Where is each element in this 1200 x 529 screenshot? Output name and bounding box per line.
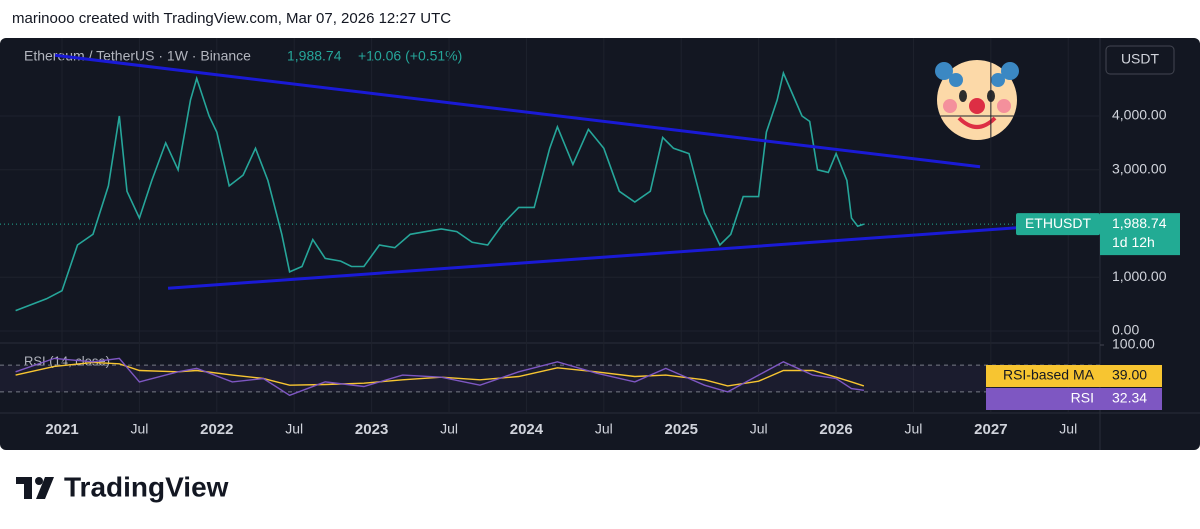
trendline: [54, 53, 981, 169]
x-tick-label: Jul: [440, 421, 458, 437]
currency-box[interactable]: [1105, 45, 1175, 75]
header: marinooo created with TradingView.com, M…: [12, 10, 451, 27]
x-tick-label: 2026: [819, 421, 852, 438]
y-tick-label: 3,000.00: [1112, 160, 1167, 176]
x-tick-label: 2023: [355, 421, 388, 438]
last-price-box: [1016, 213, 1100, 236]
x-tick-label: 2027: [974, 421, 1007, 438]
legend-value-box: [1100, 365, 1162, 387]
x-tick-label: Jul: [750, 421, 768, 437]
y-tick-label: 4,000.00: [1112, 107, 1167, 123]
x-tick-label: Jul: [285, 421, 303, 437]
legend-value-box: [1100, 388, 1162, 410]
currency: USDT: [1121, 51, 1160, 67]
legend-name-box: [986, 365, 1100, 387]
legend-name: RSI-based MA: [1003, 367, 1095, 383]
chart-panel: [0, 38, 1200, 450]
x-tick-label: Jul: [130, 421, 148, 437]
y-tick-label: 0.00: [1112, 322, 1139, 338]
legend-name: RSI: [1071, 390, 1094, 406]
last-price-axis-box: [1100, 213, 1180, 256]
last-value: 1,988.74: [287, 48, 342, 64]
rsi-line: [15, 361, 865, 387]
x-tick-label: 2024: [510, 421, 544, 438]
legend-value: 39.00: [1112, 367, 1147, 383]
x-tick-label: Jul: [1059, 421, 1077, 437]
legend-name-box: [986, 388, 1100, 410]
clown-emoji: [935, 60, 1019, 140]
x-tick-label: 2021: [45, 421, 78, 438]
countdown: 1d 12h: [1112, 234, 1155, 250]
last-price-label: 1,988.74: [1112, 215, 1167, 231]
legend-value: 32.34: [1112, 390, 1147, 406]
x-tick-label: Jul: [905, 421, 923, 437]
brand: TradingView: [64, 471, 229, 502]
x-tick-label: Jul: [595, 421, 613, 437]
last-price-symbol: ETHUSDT: [1025, 215, 1092, 231]
logo: [16, 477, 54, 499]
price-line: [15, 70, 865, 312]
x-tick-label: 2022: [200, 421, 233, 438]
y-tick-label: 100.00: [1112, 336, 1155, 352]
y-tick-label: 1,000.00: [1112, 268, 1167, 284]
change: +10.06 (+0.51%): [358, 48, 462, 64]
x-tick-label: 2025: [665, 421, 698, 438]
rsi-line: [15, 357, 864, 397]
trendline: [167, 225, 1021, 290]
